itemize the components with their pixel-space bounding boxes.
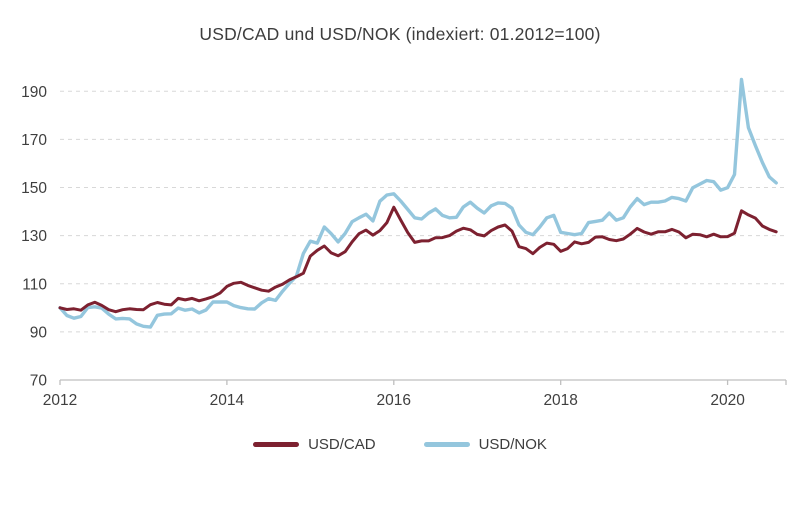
y-tick-label-90: 90 [30,324,48,341]
legend-item-usd-nok: USD/NOK [423,436,547,453]
x-tick-label-2016: 2016 [377,392,411,409]
x-tick-label-2020: 2020 [710,392,745,409]
y-tick-label-130: 130 [21,228,47,245]
series-line-usd-cad [58,205,778,314]
x-tick-label-2012: 2012 [43,392,77,409]
legend-swatch-usd-nok [423,442,470,447]
x-tick-label-2018: 2018 [543,392,577,409]
y-tick-label-170: 170 [21,132,47,149]
chart-container: USD/CAD und USD/NOK (indexiert: 01.2012=… [0,24,800,505]
legend-swatch-usd-cad [253,442,300,447]
chart-title: USD/CAD und USD/NOK (indexiert: 01.2012=… [199,24,601,44]
y-tick-label-110: 110 [22,276,47,293]
legend-item-usd-cad: USD/CAD [253,436,376,453]
y-tick-label-70: 70 [30,373,48,390]
chart-svg: 70 90 110 130 150 170 190 2012 2014 2016 2018 2020 [21,77,787,409]
y-tick-label-190: 190 [21,84,47,101]
x-tick-label-2014: 2014 [210,392,245,409]
legend: USD/CAD USD/NOK [0,436,800,453]
series-line-usd-nok [58,77,778,329]
y-tick-label-150: 150 [21,180,47,197]
legend-label-usd-cad: USD/CAD [308,436,376,453]
legend-label-usd-nok: USD/NOK [478,436,547,453]
